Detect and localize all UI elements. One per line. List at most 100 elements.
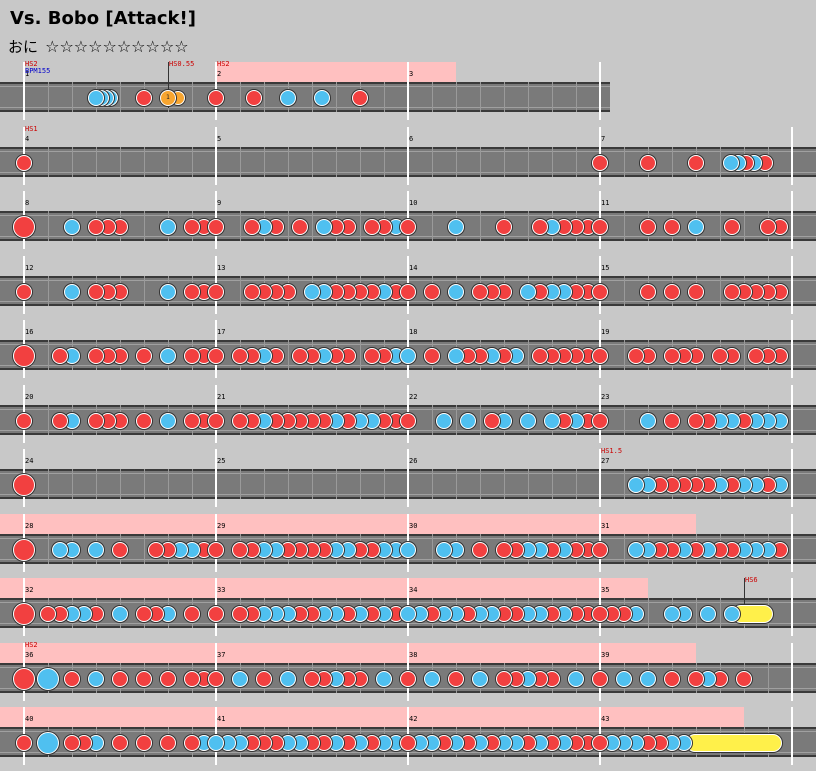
beat-line <box>696 598 697 628</box>
don-note <box>52 348 68 364</box>
measure-number: 24 <box>25 457 34 465</box>
don-note <box>136 606 152 622</box>
don-note <box>400 735 416 751</box>
ka-note <box>208 735 224 751</box>
don-note <box>208 348 224 364</box>
measure-number: 33 <box>217 586 226 594</box>
beat-line <box>240 275 241 306</box>
don-note <box>496 541 512 558</box>
don-note <box>640 283 656 300</box>
ka-note <box>376 670 392 687</box>
beat-line <box>384 146 385 177</box>
bar-line <box>791 255 793 314</box>
beat-line <box>720 146 721 177</box>
beat-line <box>240 211 241 241</box>
beat-line <box>456 404 457 435</box>
ka-note <box>688 219 704 235</box>
don-note <box>292 219 308 235</box>
beat-line <box>624 211 625 241</box>
measure-number: 18 <box>409 328 418 336</box>
don-note <box>364 348 380 364</box>
don-note <box>664 348 680 364</box>
beat-line <box>432 469 433 499</box>
beat-line <box>360 211 361 241</box>
bar-line <box>791 707 793 765</box>
bar-line <box>23 62 25 120</box>
beat-line <box>48 340 49 370</box>
don-note <box>592 606 608 622</box>
don-note <box>712 348 728 364</box>
don-note <box>246 90 263 106</box>
beat-line <box>552 82 553 112</box>
chart-row: 8 9 10 11 <box>0 191 816 255</box>
don-note <box>184 670 200 687</box>
big-don-note <box>13 345 35 367</box>
don-note <box>448 670 464 687</box>
ka-note <box>400 541 416 558</box>
don-note <box>160 670 176 687</box>
ka-note <box>568 670 584 687</box>
chart-row: 16 17 18 19 <box>0 320 816 384</box>
don-note <box>16 154 32 171</box>
big-don-note <box>13 216 35 238</box>
beat-line <box>744 211 745 241</box>
beat-line <box>720 211 721 241</box>
measure-number: 23 <box>601 392 610 401</box>
bar-line <box>215 449 217 507</box>
beat-line <box>456 82 457 112</box>
big-don-note <box>13 474 35 496</box>
don-note <box>64 670 80 687</box>
gogo-band <box>0 513 696 534</box>
beat-line <box>288 146 289 177</box>
balloon-note: 1 <box>160 90 176 106</box>
beat-line <box>312 146 313 177</box>
don-note <box>160 735 176 751</box>
beat-line <box>120 82 121 112</box>
beat-line <box>624 340 625 370</box>
don-note <box>532 219 548 235</box>
bar-line <box>791 513 793 572</box>
beat-line <box>120 146 121 177</box>
beat-line <box>264 469 265 499</box>
chart-row: 28 29 30 31 <box>0 513 816 578</box>
ka-note <box>640 412 656 429</box>
don-note <box>16 283 32 300</box>
beat-line <box>312 469 313 499</box>
ka-note <box>64 219 80 235</box>
bar-line <box>599 62 601 120</box>
beat-line <box>528 82 529 112</box>
ka-note <box>448 219 464 235</box>
measure-number: 32 <box>25 586 34 594</box>
song-title: Vs. Bobo [Attack!] <box>10 8 196 29</box>
don-note <box>208 90 224 106</box>
ka-note <box>628 477 644 493</box>
measure-number: 3 <box>409 70 414 78</box>
bar-line <box>791 642 793 701</box>
ka-note <box>436 541 452 558</box>
beat-line <box>360 146 361 177</box>
don-note <box>688 412 704 429</box>
annotation-marker <box>168 62 169 108</box>
beat-line <box>48 469 49 499</box>
don-note <box>400 219 416 235</box>
measure-number: 25 <box>217 457 226 465</box>
gogo-band <box>216 62 456 82</box>
don-note <box>748 348 764 364</box>
beat-line <box>72 469 73 499</box>
don-note <box>352 90 368 106</box>
beat-line <box>648 598 649 628</box>
don-note <box>496 670 512 687</box>
measure-number: 19 <box>601 328 610 336</box>
beat-line <box>144 275 145 306</box>
bar-line <box>791 384 793 443</box>
don-note <box>208 606 224 622</box>
don-note <box>208 219 224 235</box>
measure-number: 11 <box>601 199 610 207</box>
beat-line <box>504 469 505 499</box>
beat-line <box>264 146 265 177</box>
beat-line <box>144 211 145 241</box>
don-note <box>664 670 680 687</box>
annotation-marker <box>744 578 745 624</box>
lane-inner <box>0 86 610 108</box>
chart-row: 4 5 6 7 HS1 <box>0 125 816 191</box>
